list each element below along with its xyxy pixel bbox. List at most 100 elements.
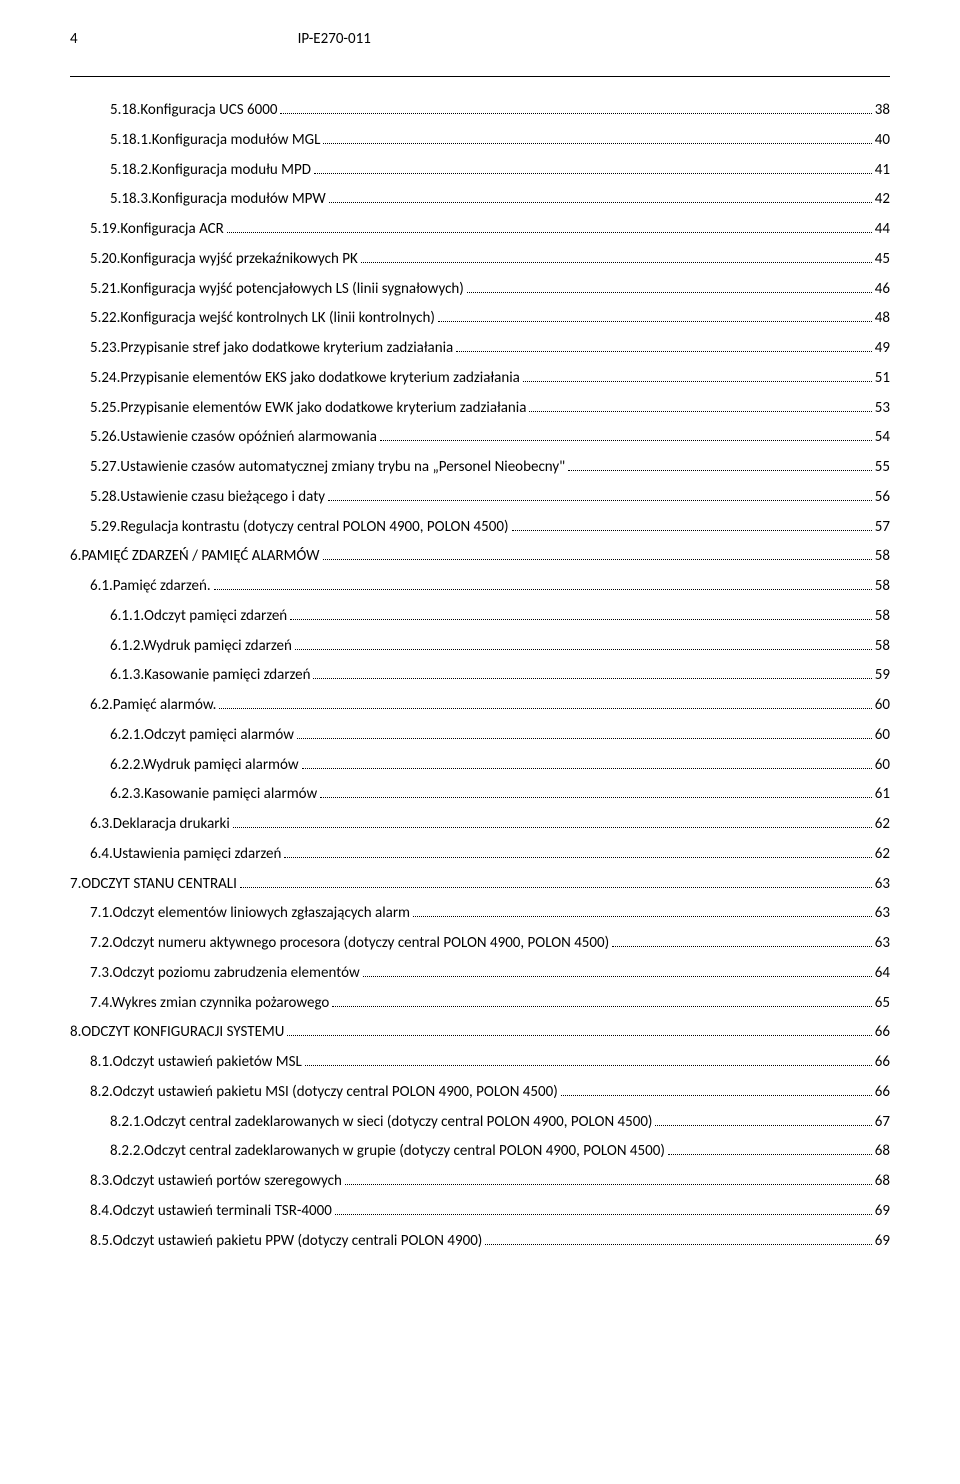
toc-entry: 5.18.Konfiguracja UCS 6000 38 — [70, 99, 890, 122]
toc-entry: 5.20.Konfiguracja wyjść przekaźnikowych … — [70, 248, 890, 271]
toc-entry-title: 6.1.1.Odczyt pamięci zdarzeń — [110, 605, 287, 628]
toc-entry-title: 7.1.Odczyt elementów liniowych zgłaszają… — [90, 902, 410, 925]
toc-leader-dots — [413, 916, 872, 917]
toc-entry-page: 44 — [875, 218, 890, 241]
toc-entry-page: 58 — [875, 635, 890, 658]
toc-entry-title: 5.23.Przypisanie stref jako dodatkowe kr… — [90, 337, 453, 360]
toc-entry-page: 58 — [875, 545, 890, 568]
toc-entry: 5.18.2.Konfiguracja modułu MPD 41 — [70, 159, 890, 182]
toc-leader-dots — [345, 1184, 872, 1185]
toc-entry: 8.ODCZYT KONFIGURACJI SYSTEMU 66 — [70, 1021, 890, 1044]
toc-entry-page: 59 — [875, 664, 890, 687]
toc-entry-title: 5.18.1.Konfiguracja modułów MGL — [110, 129, 320, 152]
toc-entry: 5.21.Konfiguracja wyjść potencjałowych L… — [70, 278, 890, 301]
toc-entry-title: 6.1.3.Kasowanie pamięci zdarzeń — [110, 664, 310, 687]
toc-entry-page: 60 — [875, 694, 890, 717]
toc-entry: 8.2.2.Odczyt central zadeklarowanych w g… — [70, 1140, 890, 1163]
toc-leader-dots — [320, 797, 872, 798]
toc-entry-title: 6.PAMIĘĆ ZDARZEŃ / PAMIĘĆ ALARMÓW — [70, 545, 320, 568]
toc-entry-page: 68 — [875, 1140, 890, 1163]
toc-entry: 8.4.Odczyt ustawień terminali TSR-4000 6… — [70, 1200, 890, 1223]
toc-entry-page: 60 — [875, 754, 890, 777]
toc-entry-title: 6.2.2.Wydruk pamięci alarmów — [110, 754, 299, 777]
toc-entry-title: 5.18.2.Konfiguracja modułu MPD — [110, 159, 311, 182]
toc-entry-page: 41 — [875, 159, 890, 182]
toc-entry: 6.1.1.Odczyt pamięci zdarzeń 58 — [70, 605, 890, 628]
toc-leader-dots — [561, 1095, 872, 1096]
toc-leader-dots — [380, 440, 872, 441]
toc-entry-title: 7.4.Wykres zmian czynnika pożarowego — [90, 992, 329, 1015]
toc-entry-title: 5.26.Ustawienie czasów opóźnień alarmowa… — [90, 426, 377, 449]
toc-entry-title: 5.25.Przypisanie elementów EWK jako doda… — [90, 397, 526, 420]
toc-leader-dots — [485, 1244, 871, 1245]
toc-entry: 5.26.Ustawienie czasów opóźnień alarmowa… — [70, 426, 890, 449]
toc-leader-dots — [240, 887, 872, 888]
toc-leader-dots — [323, 143, 871, 144]
toc-leader-dots — [233, 827, 872, 828]
toc-entry-page: 64 — [875, 962, 890, 985]
toc-entry-title: 8.4.Odczyt ustawień terminali TSR-4000 — [90, 1200, 332, 1223]
toc-entry-title: 6.1.2.Wydruk pamięci zdarzeń — [110, 635, 292, 658]
toc-entry-title: 5.28.Ustawienie czasu bieżącego i daty — [90, 486, 325, 509]
toc-entry-title: 6.2.3.Kasowanie pamięci alarmów — [110, 783, 317, 806]
toc-entry: 5.18.3.Konfiguracja modułów MPW 42 — [70, 188, 890, 211]
toc-entry-page: 57 — [875, 516, 890, 539]
toc-entry: 8.5.Odczyt ustawień pakietu PPW (dotyczy… — [70, 1230, 890, 1253]
toc-leader-dots — [335, 1214, 872, 1215]
toc-leader-dots — [280, 113, 871, 114]
toc-entry-title: 7.ODCZYT STANU CENTRALI — [70, 873, 237, 896]
toc-leader-dots — [467, 292, 872, 293]
toc-entry: 6.3.Deklaracja drukarki 62 — [70, 813, 890, 836]
toc-entry-page: 48 — [875, 307, 890, 330]
toc-entry: 6.1.Pamięć zdarzeń. 58 — [70, 575, 890, 598]
toc-leader-dots — [328, 500, 872, 501]
toc-entry: 6.4.Ustawienia pamięci zdarzeń 62 — [70, 843, 890, 866]
toc-entry-title: 7.2.Odczyt numeru aktywnego procesora (d… — [90, 932, 609, 955]
toc-leader-dots — [523, 381, 872, 382]
toc-entry-page: 63 — [875, 932, 890, 955]
toc-entry-title: 8.3.Odczyt ustawień portów szeregowych — [90, 1170, 342, 1193]
toc-leader-dots — [219, 708, 871, 709]
toc-entry-title: 7.3.Odczyt poziomu zabrudzenia elementów — [90, 962, 360, 985]
toc-entry-page: 69 — [875, 1230, 890, 1253]
toc-entry-title: 6.2.Pamięć alarmów. — [90, 694, 216, 717]
toc-entry-title: 5.21.Konfiguracja wyjść potencjałowych L… — [90, 278, 464, 301]
toc-entry-page: 68 — [875, 1170, 890, 1193]
toc-entry-page: 42 — [875, 188, 890, 211]
toc-entry-page: 62 — [875, 813, 890, 836]
toc-entry-page: 63 — [875, 873, 890, 896]
toc-leader-dots — [363, 976, 872, 977]
toc-entry-page: 49 — [875, 337, 890, 360]
document-id: IP-E270-011 — [298, 30, 371, 48]
toc-entry: 7.4.Wykres zmian czynnika pożarowego 65 — [70, 992, 890, 1015]
toc-entry-page: 65 — [875, 992, 890, 1015]
toc-entry-title: 8.1.Odczyt ustawień pakietów MSL — [90, 1051, 302, 1074]
toc-entry-title: 8.2.Odczyt ustawień pakietu MSI (dotyczy… — [90, 1081, 558, 1104]
toc-entry-page: 58 — [875, 605, 890, 628]
toc-leader-dots — [529, 411, 871, 412]
toc-entry: 5.18.1.Konfiguracja modułów MGL 40 — [70, 129, 890, 152]
toc-entry-page: 63 — [875, 902, 890, 925]
toc-entry-page: 67 — [875, 1111, 890, 1134]
toc-leader-dots — [295, 649, 872, 650]
toc-leader-dots — [655, 1125, 871, 1126]
toc-entry: 5.28.Ustawienie czasu bieżącego i daty 5… — [70, 486, 890, 509]
toc-leader-dots — [438, 321, 872, 322]
toc-leader-dots — [287, 1035, 871, 1036]
toc-entry: 5.22.Konfiguracja wejść kontrolnych LK (… — [70, 307, 890, 330]
toc-entry: 5.27.Ustawienie czasów automatycznej zmi… — [70, 456, 890, 479]
toc-entry-page: 56 — [875, 486, 890, 509]
toc-leader-dots — [305, 1065, 872, 1066]
toc-entry: 7.1.Odczyt elementów liniowych zgłaszają… — [70, 902, 890, 925]
toc-entry: 8.2.Odczyt ustawień pakietu MSI (dotyczy… — [70, 1081, 890, 1104]
toc-entry-title: 5.20.Konfiguracja wyjść przekaźnikowych … — [90, 248, 358, 271]
toc-entry-title: 5.29.Regulacja kontrastu (dotyczy centra… — [90, 516, 509, 539]
toc-entry-title: 6.1.Pamięć zdarzeń. — [90, 575, 211, 598]
toc-leader-dots — [284, 857, 871, 858]
toc-entry-title: 8.5.Odczyt ustawień pakietu PPW (dotyczy… — [90, 1230, 482, 1253]
toc-entry: 5.24.Przypisanie elementów EKS jako doda… — [70, 367, 890, 390]
toc-entry-page: 54 — [875, 426, 890, 449]
table-of-contents: 5.18.Konfiguracja UCS 6000 38 5.18.1.Konf… — [70, 99, 890, 1253]
toc-entry-title: 8.2.1.Odczyt central zadeklarowanych w s… — [110, 1111, 652, 1134]
toc-leader-dots — [314, 173, 872, 174]
